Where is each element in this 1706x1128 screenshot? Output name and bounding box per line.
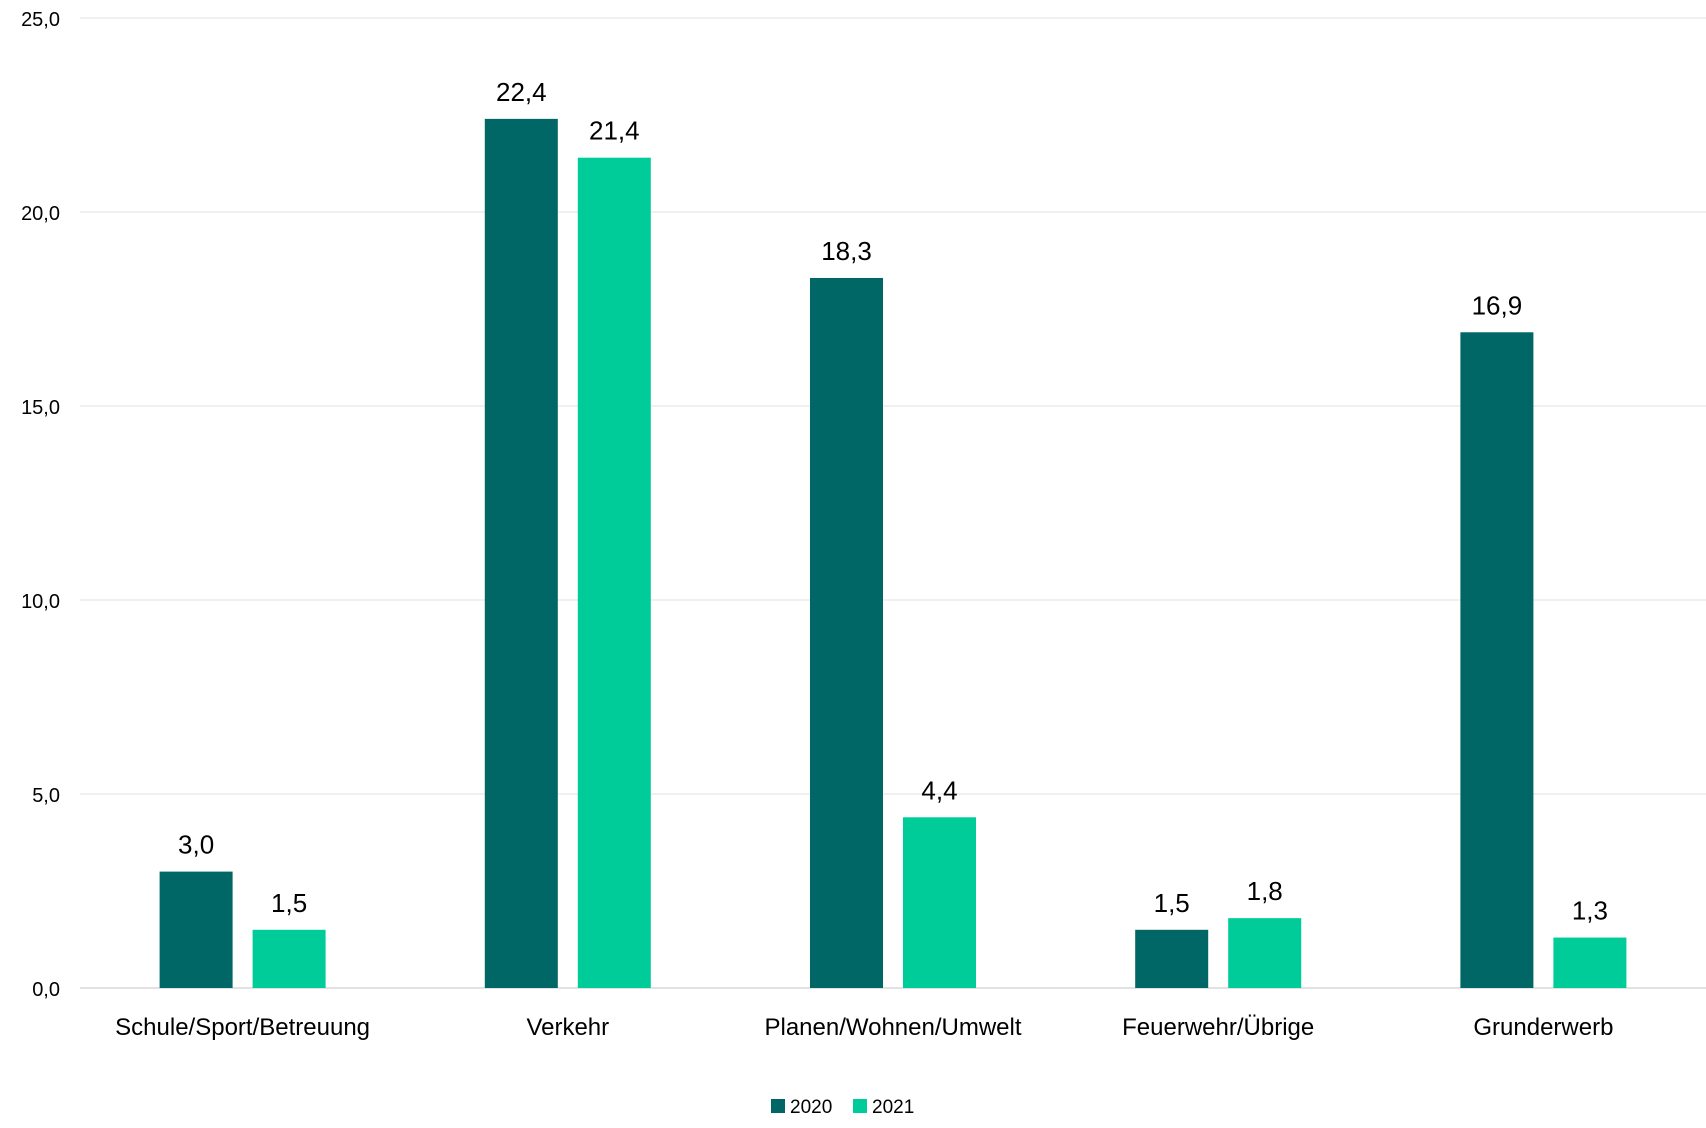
y-tick-label: 10,0	[21, 591, 60, 613]
data-label: 21,4	[589, 116, 640, 146]
data-label: 1,5	[1154, 888, 1190, 918]
y-tick-label: 0,0	[32, 979, 60, 1001]
data-label: 22,4	[496, 77, 547, 107]
data-labels: 3,0 1,5 22,4 21,4 18,3 4,4 1,5 1,8 16,9 1,3	[178, 77, 1608, 926]
bar-2021	[252, 929, 326, 988]
y-tick-label: 5,0	[32, 785, 60, 807]
x-category-label: Planen/Wohnen/Umwelt	[764, 1014, 1021, 1041]
data-label: 3,0	[178, 830, 214, 860]
y-tick-label: 20,0	[21, 203, 60, 225]
bar-2020	[159, 871, 233, 988]
y-tick-label: 25,0	[21, 9, 60, 31]
bar-2020	[484, 118, 558, 988]
bar-2020	[810, 277, 883, 989]
bar-2021	[903, 817, 976, 988]
legend-label: 2021	[872, 1097, 914, 1118]
data-label: 1,5	[271, 888, 307, 918]
data-label: 1,3	[1572, 896, 1608, 926]
data-label: 4,4	[921, 775, 957, 805]
x-category-label: Feuerwehr/Übrige	[1122, 1014, 1314, 1041]
x-category-label: Schule/Sport/Betreuung	[115, 1014, 370, 1041]
x-axis-categories: Schule/Sport/Betreuung Verkehr Planen/Wohn…	[115, 1014, 1613, 1041]
bar-2020	[1460, 332, 1534, 988]
gridlines	[80, 17, 1706, 989]
data-label: 16,9	[1472, 290, 1523, 320]
data-label: 18,3	[821, 236, 872, 266]
y-axis-ticks: 0,0 5,0 10,0 15,0 20,0 25,0	[21, 9, 60, 1001]
legend-swatch-2021	[853, 1099, 867, 1113]
bar-2020	[1135, 929, 1209, 988]
legend-swatch-2020	[771, 1099, 785, 1113]
data-label: 1,8	[1247, 876, 1283, 906]
bar-2021	[577, 157, 651, 988]
x-category-label: Verkehr	[526, 1014, 609, 1041]
x-category-label: Grunderwerb	[1473, 1014, 1613, 1041]
bars	[159, 118, 1627, 989]
legend-label: 2020	[790, 1097, 832, 1118]
bar-2021	[1228, 918, 1302, 988]
y-tick-label: 15,0	[21, 397, 60, 419]
bar-2021	[1553, 937, 1627, 988]
legend: 2020 2021	[771, 1097, 914, 1118]
